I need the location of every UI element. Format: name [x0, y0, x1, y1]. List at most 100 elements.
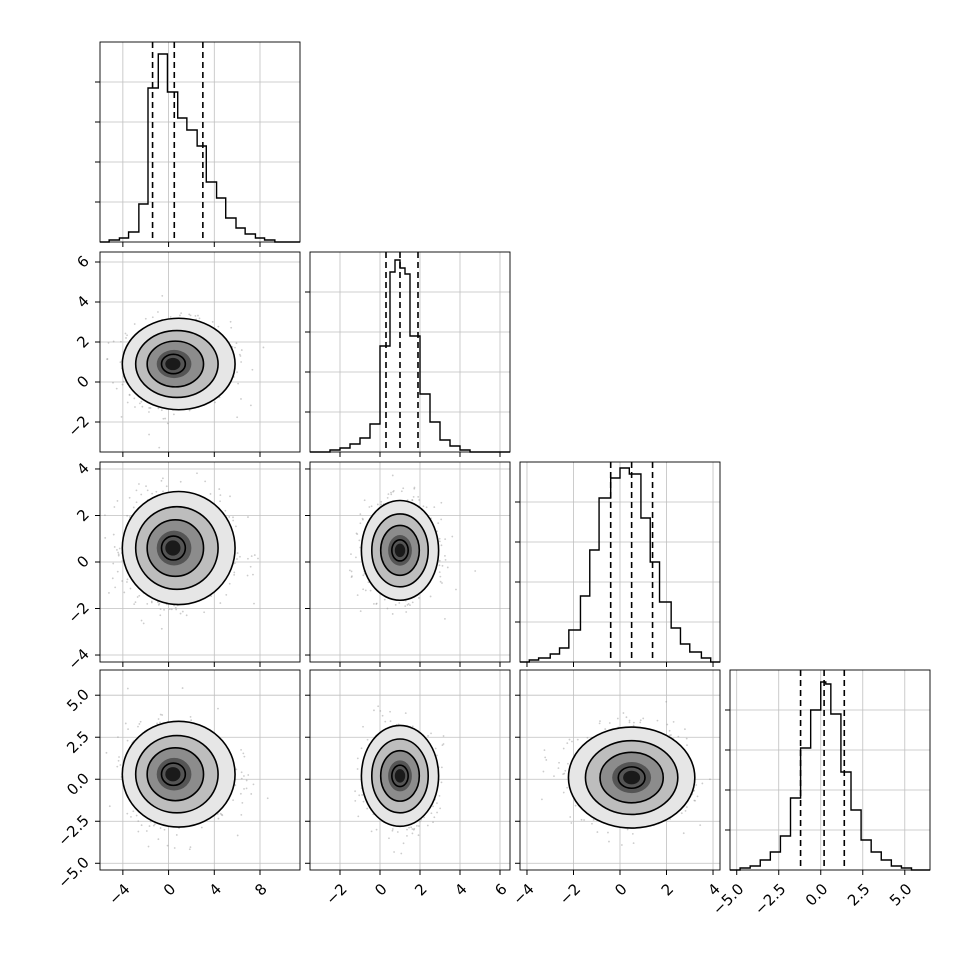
- scatter-point: [128, 496, 131, 499]
- scatter-point: [356, 757, 359, 760]
- density-panel-2-1: [305, 461, 511, 667]
- scatter-point: [121, 383, 124, 386]
- scatter-point: [434, 747, 437, 750]
- scatter-point: [155, 490, 158, 493]
- scatter-point: [376, 503, 379, 506]
- scatter-point: [440, 781, 443, 784]
- contour-line: [160, 535, 187, 561]
- scatter-point: [404, 712, 407, 715]
- scatter-point: [388, 837, 390, 840]
- scatter-point: [163, 828, 166, 831]
- x-tick-label: 4: [206, 880, 225, 899]
- scatter-point: [156, 722, 158, 725]
- scatter-point: [179, 612, 182, 615]
- histogram-panel-2: [515, 461, 721, 667]
- scatter-point: [115, 387, 118, 390]
- scatter-point: [380, 500, 383, 503]
- scatter-point: [152, 824, 155, 827]
- scatter-point: [243, 775, 245, 777]
- y-tick-label: −2: [64, 599, 92, 627]
- scatter-point: [684, 728, 686, 731]
- scatter-point: [391, 829, 394, 832]
- scatter-point: [373, 602, 375, 605]
- scatter-point: [230, 326, 233, 329]
- scatter-point: [181, 610, 184, 613]
- density-level: [394, 543, 406, 558]
- scatter-point: [236, 552, 239, 554]
- scatter-point: [411, 601, 414, 604]
- scatter-point: [379, 710, 382, 712]
- scatter-point: [126, 514, 129, 517]
- scatter-point: [400, 852, 403, 855]
- scatter-point: [441, 582, 443, 584]
- scatter-point: [236, 416, 239, 419]
- contour-line: [146, 518, 205, 578]
- scatter-point: [204, 480, 207, 483]
- scatter-point: [181, 687, 184, 689]
- y-tick-label: 4: [73, 459, 92, 478]
- scatter-point: [151, 492, 154, 495]
- contour-line: [121, 490, 236, 606]
- scatter-point: [390, 491, 392, 494]
- scatter-point: [356, 768, 359, 770]
- scatter-point: [217, 707, 219, 710]
- density-level: [394, 769, 406, 783]
- scatter-point: [159, 608, 162, 611]
- scatter-point: [625, 716, 628, 719]
- scatter-point: [149, 407, 152, 409]
- y-tick-label: 0.0: [63, 769, 93, 799]
- scatter-point: [194, 315, 197, 317]
- scatter-point: [386, 607, 389, 610]
- scatter-point: [240, 814, 243, 816]
- scatter-point: [438, 540, 441, 543]
- scatter-point: [426, 824, 429, 827]
- scatter-point: [430, 732, 432, 735]
- scatter-point: [232, 799, 235, 802]
- scatter-point: [126, 687, 129, 690]
- panel-background: [100, 42, 300, 242]
- scatter-point: [135, 501, 138, 504]
- scatter-point: [235, 525, 237, 528]
- scatter-point: [358, 539, 361, 542]
- scatter-point: [567, 762, 569, 765]
- scatter-point: [391, 613, 394, 615]
- scatter-point: [363, 499, 366, 502]
- scatter-point: [127, 728, 129, 731]
- y-tick-label: 0: [73, 372, 92, 391]
- scatter-point: [438, 571, 441, 574]
- scatter-point: [408, 826, 410, 829]
- y-tick-label: −5.0: [54, 853, 92, 891]
- scatter-point: [126, 581, 128, 583]
- scatter-point: [133, 603, 136, 606]
- scatter-point: [245, 779, 248, 782]
- scatter-point: [146, 489, 149, 492]
- scatter-point: [233, 573, 236, 576]
- scatter-point: [162, 417, 165, 420]
- density-level: [165, 357, 181, 371]
- scatter-point: [586, 736, 589, 739]
- histogram-panel-3: −5.0 −2.5 0.0 2.5 5.0: [709, 669, 931, 919]
- scatter-point: [348, 569, 351, 572]
- scatter-point: [359, 610, 362, 613]
- scatter-point: [418, 820, 421, 823]
- scatter-point: [148, 411, 150, 413]
- scatter-point: [236, 558, 238, 560]
- scatter-point: [389, 720, 392, 723]
- histogram-panel-0: [95, 41, 301, 247]
- scatter-point: [140, 824, 143, 827]
- scatter-point: [436, 811, 438, 814]
- scatter-point: [168, 608, 171, 611]
- scatter-point: [134, 601, 137, 604]
- scatter-point: [166, 422, 169, 425]
- x-tick-label: 0: [160, 880, 179, 899]
- scatter-point: [411, 499, 414, 501]
- scatter-point: [118, 756, 120, 758]
- scatter-point: [197, 314, 199, 317]
- scatter-point: [402, 487, 405, 490]
- scatter-point: [432, 821, 434, 824]
- scatter-point: [370, 830, 373, 833]
- scatter-point: [112, 381, 114, 384]
- density-panel-3-0: −4 0 4 8−5.0−2.50.02.55.0: [54, 669, 301, 908]
- scatter-point: [402, 842, 405, 845]
- scatter-point: [383, 598, 386, 601]
